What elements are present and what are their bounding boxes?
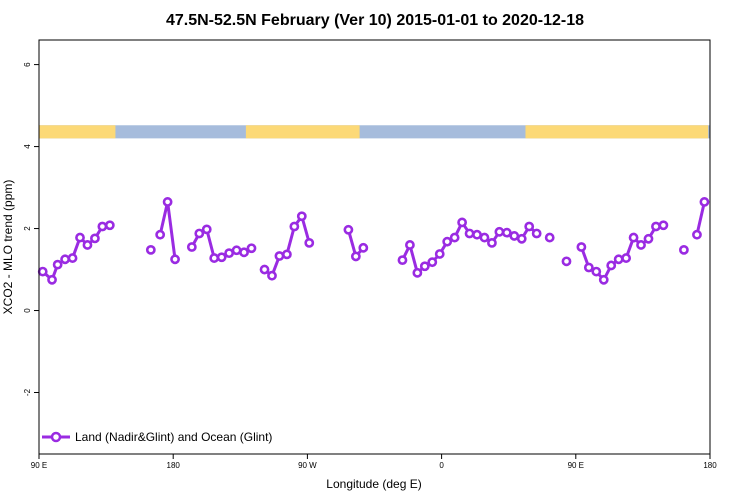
data-point-14	[186, 242, 197, 252]
data-point-22	[246, 243, 257, 254]
data-point-34	[405, 240, 415, 250]
data-point-5	[75, 232, 85, 243]
surface-strip-land-0	[39, 125, 116, 139]
data-point-20	[231, 245, 242, 256]
data-point-52	[544, 232, 555, 243]
data-point-46	[494, 226, 505, 237]
x-tick-label-5: 180	[703, 461, 717, 470]
data-point-24	[267, 270, 277, 281]
data-point-39	[442, 236, 453, 247]
data-point-67	[692, 229, 702, 240]
x-tick-label-1: 180	[167, 461, 181, 470]
data-point-27	[289, 221, 300, 232]
plot-frame	[38, 39, 711, 455]
legend: Land (Nadir&Glint) and Ocean (Glint)	[42, 430, 272, 444]
data-point-9	[104, 220, 115, 231]
y-tick-label-0: -2	[23, 388, 32, 396]
data-point-53	[561, 256, 572, 267]
surface-strip-land-2	[525, 125, 709, 139]
data-point-44	[479, 232, 490, 243]
y-tick-label-2: 2	[23, 226, 32, 231]
data-point-62	[636, 240, 646, 250]
data-point-4	[67, 253, 78, 263]
data-point-64	[651, 221, 661, 232]
data-point-2	[52, 259, 63, 270]
data-point-32	[358, 242, 369, 253]
data-point-68	[699, 197, 710, 207]
data-point-15	[194, 228, 205, 239]
data-point-6	[82, 240, 93, 250]
data-point-50	[524, 221, 535, 232]
data-point-45	[487, 238, 497, 248]
y-tick-label-1: 0	[23, 308, 32, 313]
data-point-48	[509, 231, 520, 241]
data-point-10	[145, 244, 156, 255]
data-point-18	[216, 252, 227, 263]
data-point-1	[47, 274, 57, 285]
data-point-61	[628, 232, 639, 243]
data-point-11	[155, 229, 166, 240]
data-point-0	[37, 266, 48, 277]
data-point-59	[613, 254, 624, 265]
data-point-8	[97, 221, 108, 232]
data-point-7	[90, 233, 100, 244]
series-line-segment-11	[695, 201, 706, 236]
data-point-58	[606, 260, 617, 271]
data-point-56	[591, 266, 602, 277]
data-point-42	[464, 228, 475, 239]
data-point-29	[304, 238, 315, 248]
chart-title: 47.5N-52.5N February (Ver 10) 2015-01-01…	[166, 12, 584, 29]
data-point-40	[449, 232, 460, 243]
y-tick-label-3: 4	[23, 144, 32, 149]
data-point-65	[658, 220, 669, 231]
data-point-26	[281, 249, 292, 260]
surface-strip-land-1	[245, 125, 360, 139]
x-tick-label-3: 0	[439, 461, 444, 470]
data-point-30	[343, 224, 354, 235]
data-point-37	[427, 257, 438, 268]
x-tick-label-4: 90 E	[568, 461, 584, 470]
data-point-33	[397, 255, 408, 266]
data-point-47	[501, 227, 512, 238]
data-point-12	[162, 197, 173, 207]
data-point-16	[201, 224, 212, 235]
data-point-19	[224, 248, 235, 259]
data-point-31	[350, 251, 361, 262]
plot-area: 90 E 180 90 W 0 90 E 180 -2 0 2 4 6	[23, 62, 717, 470]
y-tick-label-4: 6	[23, 62, 32, 67]
x-tick-label-0: 90 E	[31, 461, 47, 470]
data-point-35	[412, 267, 423, 278]
data-point-28	[296, 211, 307, 222]
series-line-segment-0	[41, 223, 111, 282]
data-point-49	[516, 233, 527, 244]
data-point-41	[457, 217, 468, 228]
data-point-51	[531, 228, 542, 239]
data-point-63	[643, 233, 654, 244]
y-axis-label: XCO2 - MLO trend (ppm)	[1, 180, 15, 315]
data-point-36	[419, 261, 430, 272]
data-point-66	[679, 244, 689, 255]
legend-marker	[50, 431, 62, 443]
legend-label: Land (Nadir&Glint) and Ocean (Glint)	[75, 430, 272, 444]
data-point-21	[239, 247, 249, 258]
data-point-3	[60, 254, 70, 265]
data-point-25	[274, 251, 285, 261]
data-point-23	[259, 264, 270, 275]
x-tick-label-2: 90 W	[298, 461, 317, 470]
data-point-38	[434, 249, 445, 259]
data-point-43	[472, 229, 482, 240]
x-axis-label: Longitude (deg E)	[326, 477, 421, 491]
data-point-60	[621, 253, 632, 263]
data-point-54	[576, 242, 587, 252]
data-point-55	[583, 262, 594, 273]
data-point-13	[170, 254, 180, 265]
data-point-57	[598, 274, 609, 285]
data-point-17	[209, 253, 220, 263]
